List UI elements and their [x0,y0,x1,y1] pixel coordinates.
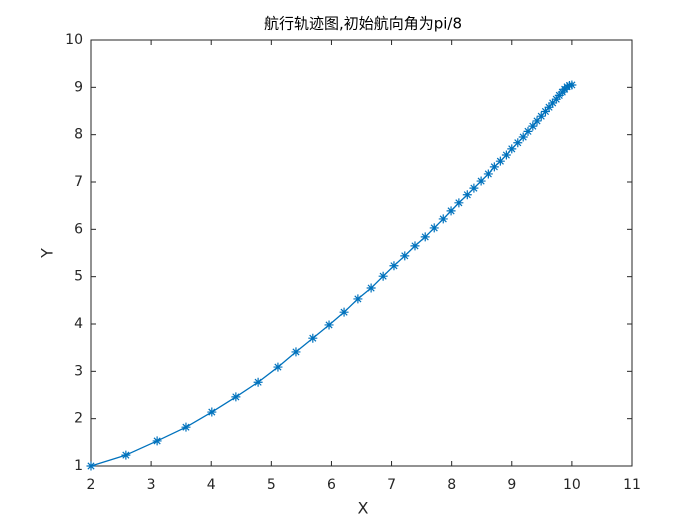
marker [400,251,410,261]
y-tick-label: 7 [74,174,83,190]
x-axis-label: X [358,499,369,518]
marker [339,307,349,317]
marker [454,198,464,208]
marker [231,392,241,402]
marker [507,144,517,154]
marker [308,333,318,343]
marker [562,82,572,92]
marker [523,126,533,136]
x-tick-label: 11 [623,477,641,493]
marker [152,436,162,446]
marker [291,347,301,357]
marker [121,450,131,460]
marker [462,190,472,200]
marker [483,169,493,179]
marker [476,176,486,186]
marker [86,461,96,471]
marker [489,162,499,172]
x-tick-label: 5 [267,477,276,493]
marker [548,98,558,108]
y-tick-label: 3 [74,363,83,379]
marker [551,94,561,104]
marker [536,111,546,121]
marker [420,232,430,242]
marker [429,223,439,233]
x-tick-label: 8 [447,477,456,493]
marker [410,241,420,251]
marker [273,362,283,372]
marker [532,116,542,126]
x-tick-label: 3 [147,477,156,493]
plot-box [90,39,633,467]
chart-title: 航行轨迹图,初始航向角为pi/8 [264,15,462,33]
marker [544,102,554,112]
marker [438,214,448,224]
y-tick-label: 9 [74,79,83,95]
x-tick-label: 4 [207,477,216,493]
marker [554,90,564,100]
y-tick-label: 1 [74,458,83,474]
marker [567,80,577,90]
x-tick-label: 10 [563,477,581,493]
y-tick-label: 5 [74,269,83,285]
marker [324,320,334,330]
marker [495,156,505,166]
marker [540,106,550,116]
y-tick-label: 6 [74,221,83,237]
marker [469,183,479,193]
marker [446,206,456,216]
marker [366,283,376,293]
y-tick-label: 4 [74,316,83,332]
marker [207,407,217,417]
y-tick-label: 2 [74,411,83,427]
x-tick-label: 9 [507,477,516,493]
marker [518,132,528,142]
x-tick-label: 2 [87,477,96,493]
marker [513,138,523,148]
y-tick-label: 8 [74,127,83,143]
x-tick-label: 7 [387,477,396,493]
marker [501,150,511,160]
marker [389,261,399,271]
y-tick-label: 10 [65,32,83,48]
marker [353,294,363,304]
marker [528,121,538,131]
marker [253,377,263,387]
y-axis-label: Y [38,248,57,259]
marker [378,271,388,281]
x-tick-label: 6 [327,477,336,493]
marker [181,422,191,432]
